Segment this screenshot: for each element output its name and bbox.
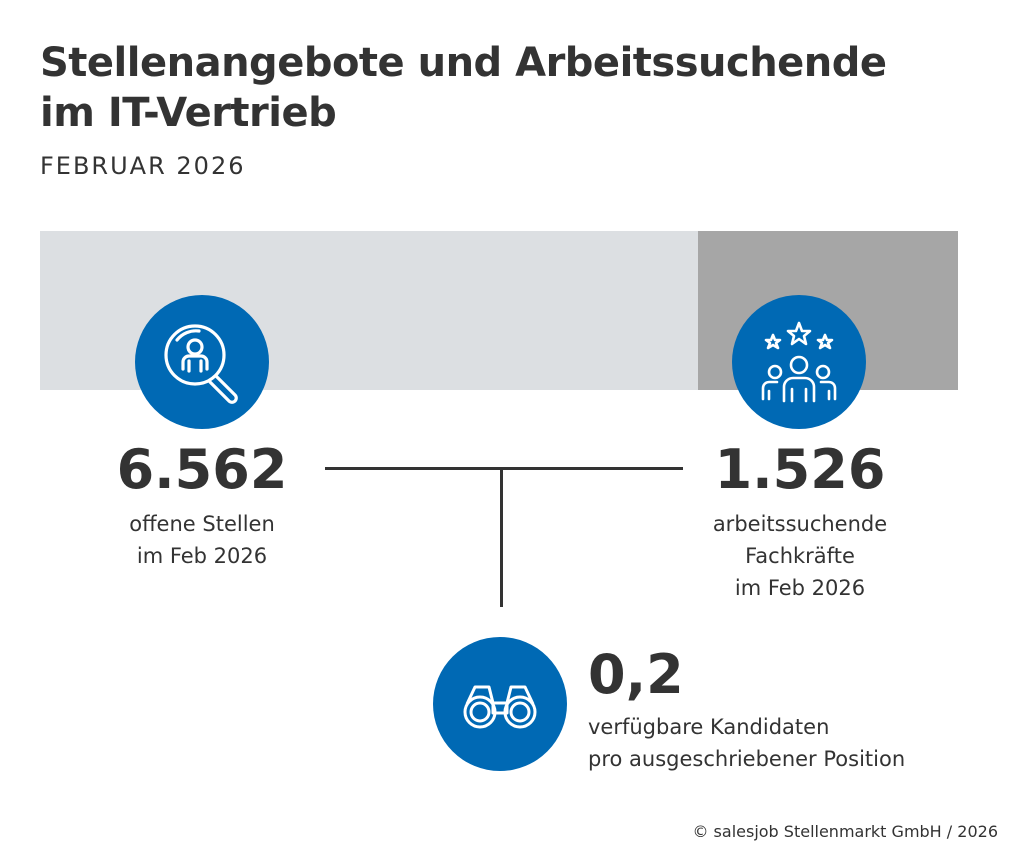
job-seekers-label-3: im Feb 2026: [734, 576, 866, 600]
team-stars-icon: [732, 295, 866, 429]
job-seekers-label-2: Fachkräfte: [745, 544, 855, 568]
job-seekers-label-1: arbeitssuchende: [712, 512, 888, 536]
open-positions-stat: 6.562 offene Stellen im Feb 2026: [92, 440, 312, 572]
job-seekers-stat: 1.526 arbeitssuchende Fachkräfte im Feb …: [680, 440, 920, 604]
ratio-value: 0,2: [588, 643, 684, 706]
search-person-icon: [135, 295, 269, 429]
open-positions-value: 6.562: [116, 438, 288, 501]
ratio-label-1: verfügbare Kandidaten: [588, 715, 830, 739]
page-title: Stellenangebote und Arbeitssuchende im I…: [40, 38, 887, 138]
ratio-label-2: pro ausgeschriebener Position: [588, 747, 906, 771]
title-line-2: im IT-Vertrieb: [40, 90, 337, 136]
connector-horizontal: [325, 467, 683, 470]
job-seekers-value: 1.526: [714, 438, 886, 501]
subtitle: FEBRUAR 2026: [40, 152, 246, 180]
copyright: © salesjob Stellenmarkt GmbH / 2026: [692, 822, 998, 841]
open-positions-label-1: offene Stellen: [129, 512, 275, 536]
open-positions-label-2: im Feb 2026: [136, 544, 268, 568]
ratio-stat: 0,2 verfügbare Kandidaten pro ausgeschri…: [588, 645, 968, 775]
connector-vertical: [500, 467, 503, 607]
binoculars-icon: [433, 637, 567, 771]
title-line-1: Stellenangebote und Arbeitssuchende: [40, 40, 887, 86]
